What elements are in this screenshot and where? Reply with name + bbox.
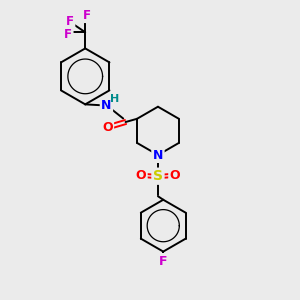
- Text: S: S: [153, 169, 163, 183]
- Text: H: H: [110, 94, 119, 104]
- Text: F: F: [83, 9, 91, 22]
- Text: N: N: [101, 99, 112, 112]
- Text: F: F: [159, 254, 167, 268]
- Text: O: O: [170, 169, 180, 182]
- Text: N: N: [153, 148, 163, 161]
- Text: O: O: [136, 169, 146, 182]
- Text: F: F: [66, 15, 74, 28]
- Text: O: O: [102, 121, 112, 134]
- Text: F: F: [64, 28, 72, 41]
